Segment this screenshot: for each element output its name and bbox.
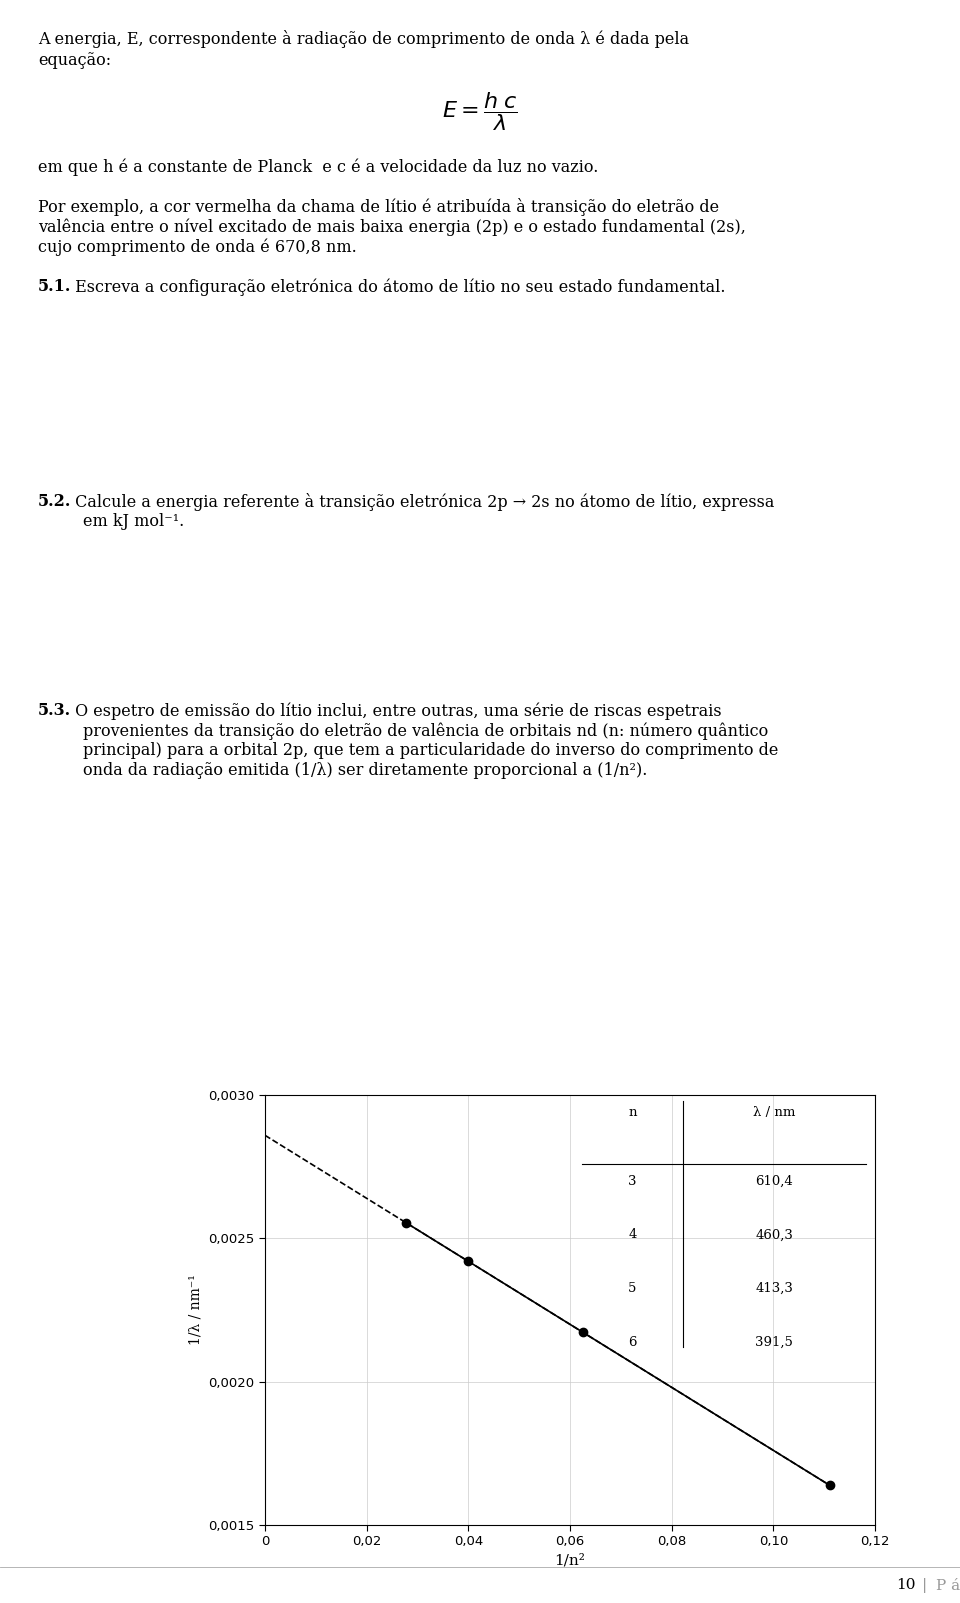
Text: λ / nm: λ / nm (754, 1106, 796, 1119)
X-axis label: 1/n²: 1/n² (555, 1553, 586, 1568)
Text: Escreva a configuração eletrónica do átomo de lítio no seu estado fundamental.: Escreva a configuração eletrónica do áto… (70, 277, 726, 295)
Text: n: n (628, 1106, 636, 1119)
Text: $E = \dfrac{h \; c}{\lambda}$: $E = \dfrac{h \; c}{\lambda}$ (443, 90, 517, 133)
Text: 610,4: 610,4 (756, 1175, 793, 1188)
Text: 391,5: 391,5 (756, 1335, 793, 1348)
Text: valência entre o nível excitado de mais baixa energia (2p) e o estado fundamenta: valência entre o nível excitado de mais … (38, 218, 746, 236)
Text: P á g i n a: P á g i n a (936, 1577, 960, 1593)
Text: provenientes da transição do eletrão de valência de orbitais nd (n: número quânt: provenientes da transição do eletrão de … (83, 721, 768, 739)
Text: 413,3: 413,3 (756, 1282, 793, 1295)
Text: cujo comprimento de onda é 670,8 nm.: cujo comprimento de onda é 670,8 nm. (38, 237, 357, 255)
Text: Calcule a energia referente à transição eletrónica 2p → 2s no átomo de lítio, ex: Calcule a energia referente à transição … (70, 494, 775, 511)
Text: 3: 3 (628, 1175, 636, 1188)
Text: em kJ mol⁻¹.: em kJ mol⁻¹. (83, 513, 184, 531)
Text: 5.1.: 5.1. (38, 277, 71, 295)
Y-axis label: 1/λ / nm⁻¹: 1/λ / nm⁻¹ (189, 1274, 203, 1345)
Text: 5.3.: 5.3. (38, 702, 71, 720)
Text: 6: 6 (628, 1335, 636, 1348)
Text: |: | (922, 1577, 927, 1593)
Text: 460,3: 460,3 (756, 1228, 793, 1241)
Text: O espetro de emissão do lítio inclui, entre outras, uma série de riscas espetrai: O espetro de emissão do lítio inclui, en… (70, 702, 722, 720)
Text: Por exemplo, a cor vermelha da chama de lítio é atribuída à transição do eletrão: Por exemplo, a cor vermelha da chama de … (38, 199, 719, 216)
Text: em que h é a constante de Planck  e c é a velocidade da luz no vazio.: em que h é a constante de Planck e c é a… (38, 159, 598, 175)
Text: equação:: equação: (38, 51, 111, 69)
Text: A energia, E, correspondente à radiação de comprimento de onda λ é dada pela: A energia, E, correspondente à radiação … (38, 30, 689, 48)
Text: 4: 4 (629, 1228, 636, 1241)
Text: 5.2.: 5.2. (38, 494, 71, 510)
Text: onda da radiação emitida (1/λ) ser diretamente proporcional a (1/n²).: onda da radiação emitida (1/λ) ser diret… (83, 761, 647, 779)
Text: 10: 10 (897, 1577, 916, 1592)
Text: 5: 5 (629, 1282, 636, 1295)
Text: principal) para a orbital 2p, que tem a particularidade do inverso do compriment: principal) para a orbital 2p, que tem a … (83, 742, 779, 758)
